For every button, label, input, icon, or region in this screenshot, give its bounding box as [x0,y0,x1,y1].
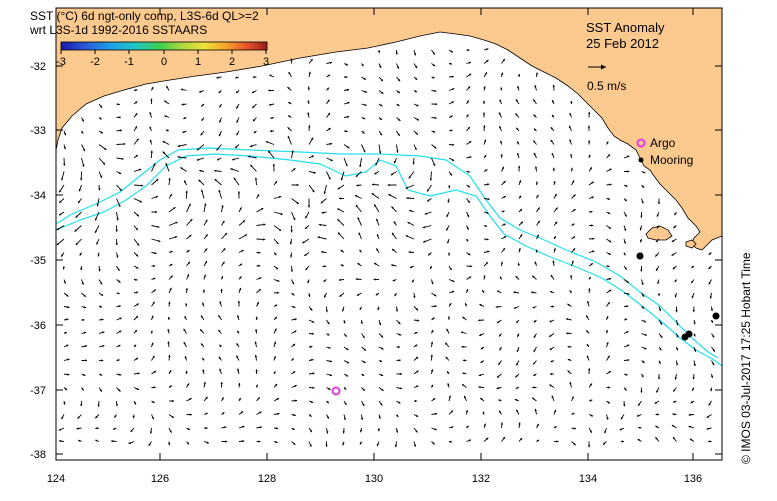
y-tick-label: -34 [30,190,46,202]
legend-argo-label: Argo [650,136,676,150]
mooring-marker [686,331,693,338]
colorbar-gradient [61,42,267,50]
x-tick-label: 136 [684,473,702,485]
title-line-2: wrt L3S-1d 1992-2016 SSTAARS [29,23,207,37]
y-tick-label: -33 [30,125,46,137]
mooring-marker [713,313,720,320]
x-tick-label: 128 [258,473,276,485]
x-tick-label: 134 [579,473,597,485]
scale-label: 0.5 m/s [587,79,626,93]
colorbar-tick-label: 3 [263,56,269,68]
y-tick-label: -36 [30,320,46,332]
y-tick-label: -35 [30,255,46,267]
colorbar-tick-label: 0 [161,56,167,68]
y-tick-label: -38 [30,449,46,461]
colorbar-tick-label: -1 [124,56,134,68]
x-tick-label: 126 [151,473,169,485]
x-tick-label: 124 [47,473,65,485]
date-label: 25 Feb 2012 [586,36,659,51]
colorbar-tick-label: -2 [90,56,100,68]
y-tick-label: -32 [30,61,46,73]
colorbar-tick-label: 1 [195,56,201,68]
mooring-marker [637,253,644,260]
anomaly-label: SST Anomaly [586,20,665,35]
legend-mooring-label: Mooring [650,153,693,167]
credit-text: © IMOS 03-Jul-2017 17:25 Hobart Time [739,252,753,464]
x-tick-label: 132 [472,473,490,485]
y-tick-label: -37 [30,385,46,397]
colorbar-tick-label: 2 [229,56,235,68]
title-line-1: SST (°C) 6d ngt-only comp, L3S-6d QL>=2 [30,9,259,23]
legend-mooring-symbol [639,158,644,163]
x-tick-label: 130 [365,473,383,485]
